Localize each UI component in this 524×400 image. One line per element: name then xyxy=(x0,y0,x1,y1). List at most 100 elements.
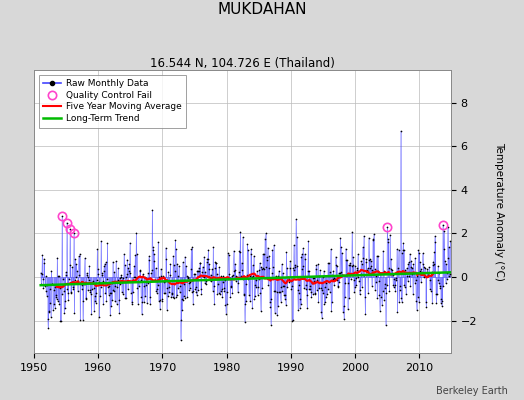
Point xyxy=(146,301,155,308)
Point xyxy=(157,273,166,280)
Point xyxy=(92,299,100,306)
Point xyxy=(257,308,265,314)
Point xyxy=(381,280,389,287)
Point xyxy=(239,291,248,297)
Point xyxy=(51,283,59,290)
Point xyxy=(194,265,203,271)
Point xyxy=(117,274,125,280)
Point xyxy=(334,284,342,290)
Point xyxy=(99,300,107,307)
Point xyxy=(94,266,102,272)
Point xyxy=(170,295,178,301)
Point xyxy=(104,292,113,298)
Point xyxy=(342,257,351,264)
Point xyxy=(194,286,202,293)
Point xyxy=(176,283,184,289)
Point xyxy=(436,300,445,306)
Point xyxy=(207,277,215,284)
Point xyxy=(247,246,255,252)
Point xyxy=(243,272,251,278)
Point xyxy=(146,294,154,301)
Point xyxy=(383,282,391,288)
Point xyxy=(199,273,208,279)
Point xyxy=(221,276,229,283)
Point xyxy=(56,285,64,291)
Point xyxy=(206,277,214,284)
Point xyxy=(227,284,236,290)
Point xyxy=(371,287,379,294)
Point xyxy=(410,270,418,276)
Point xyxy=(184,273,192,280)
Point xyxy=(314,299,323,305)
Point xyxy=(181,253,189,260)
Point xyxy=(216,287,225,294)
Point xyxy=(159,273,167,280)
Point xyxy=(114,297,123,303)
Point xyxy=(110,288,118,295)
Point xyxy=(132,230,140,236)
Point xyxy=(311,291,319,298)
Point xyxy=(150,251,158,257)
Point xyxy=(134,300,142,307)
Point xyxy=(37,280,46,287)
Point xyxy=(391,275,400,281)
Point xyxy=(296,296,304,303)
Point xyxy=(227,283,235,289)
Point xyxy=(116,281,124,288)
Point xyxy=(156,306,164,312)
Point xyxy=(92,290,101,297)
Point xyxy=(56,318,64,324)
Point xyxy=(337,268,346,275)
Point xyxy=(368,267,377,274)
Point xyxy=(348,254,357,260)
Point xyxy=(298,251,306,258)
Point xyxy=(39,284,48,291)
Point xyxy=(74,253,83,259)
Point xyxy=(354,251,362,257)
Point xyxy=(101,260,109,267)
Point xyxy=(423,268,431,275)
Point xyxy=(299,262,308,269)
Point xyxy=(38,270,46,277)
Point xyxy=(294,282,303,288)
Point xyxy=(369,236,378,242)
Point xyxy=(234,280,243,287)
Point xyxy=(436,285,444,291)
Point xyxy=(251,282,259,288)
Point xyxy=(156,296,165,303)
Point xyxy=(129,277,137,283)
Point xyxy=(401,266,410,273)
Point xyxy=(431,239,440,245)
Point xyxy=(129,274,138,280)
Point xyxy=(205,266,213,272)
Point xyxy=(280,282,288,289)
Point xyxy=(231,266,239,273)
Point xyxy=(165,289,173,295)
Point xyxy=(402,265,411,271)
Point xyxy=(219,278,227,285)
Point xyxy=(209,244,217,250)
Text: MUKDAHAN: MUKDAHAN xyxy=(217,2,307,17)
Point xyxy=(182,263,190,270)
Point xyxy=(438,298,446,304)
Point xyxy=(354,274,363,280)
Point xyxy=(377,294,386,300)
Point xyxy=(85,262,93,269)
Point xyxy=(357,283,366,290)
Point xyxy=(394,309,402,316)
Point xyxy=(376,308,384,314)
Point xyxy=(126,270,135,276)
Point xyxy=(351,284,359,290)
Point xyxy=(304,238,312,244)
Point xyxy=(441,280,450,287)
Point xyxy=(351,263,359,270)
Point xyxy=(100,263,108,269)
Point xyxy=(158,296,166,302)
Point xyxy=(375,278,383,284)
Point xyxy=(43,316,52,323)
Point xyxy=(198,269,206,275)
Point xyxy=(422,304,431,310)
Point xyxy=(46,286,54,293)
Point xyxy=(204,246,213,253)
Point xyxy=(429,262,437,268)
